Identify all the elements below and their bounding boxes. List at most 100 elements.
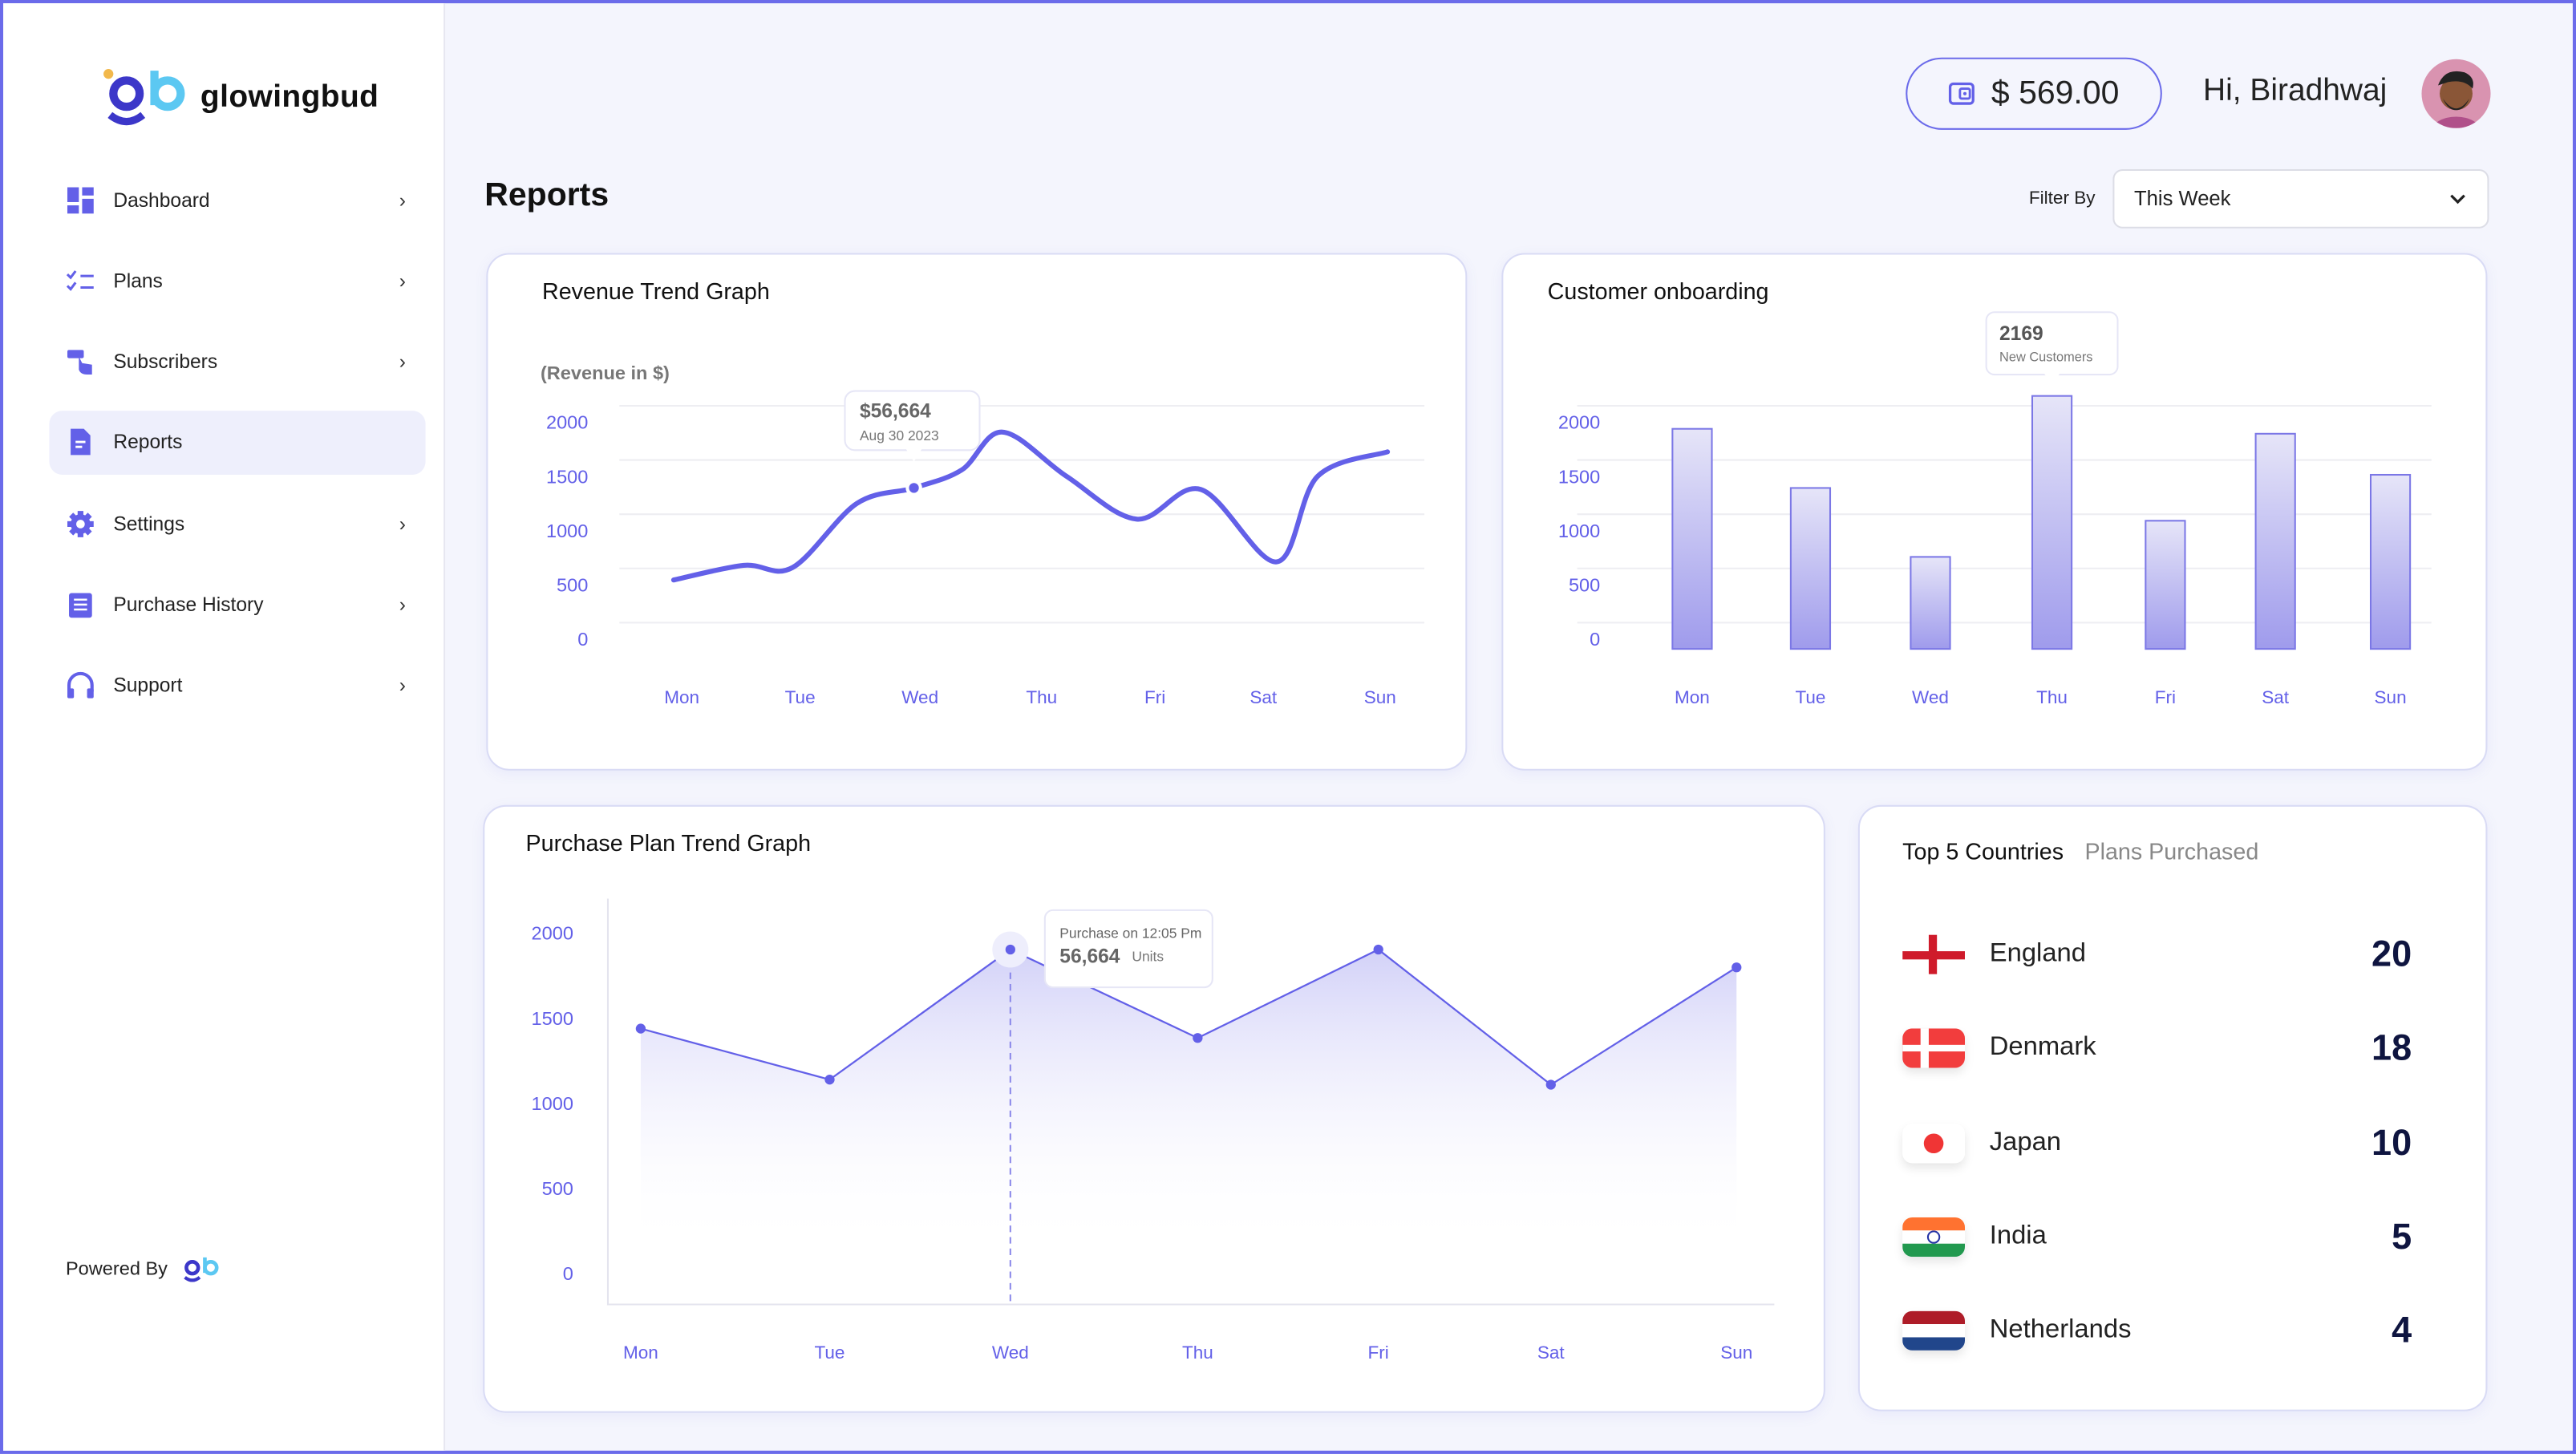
tooltip-pointer	[2043, 373, 2060, 385]
bar	[1789, 487, 1832, 650]
tooltip-unit: Units	[1132, 948, 1164, 964]
tooltip-value: 56,664	[1059, 946, 1120, 967]
country-row: Japan 10	[1902, 1110, 2412, 1176]
india-flag-icon	[1902, 1217, 1966, 1257]
gear-icon	[66, 508, 95, 538]
sidebar: glowingbud Dashboard › Plans › Subscribers › R…	[3, 3, 446, 1451]
chevron-right-icon: ›	[399, 512, 406, 536]
x-tick-label: Mon	[1675, 687, 1710, 707]
sidebar-item-label: Settings	[113, 512, 185, 536]
headphones-icon	[66, 670, 95, 700]
wallet-balance-button[interactable]: $ 569.00	[1906, 57, 2162, 130]
data-point	[1545, 1079, 1556, 1090]
y-axis-label: (Revenue in $)	[541, 362, 670, 383]
brand-logo[interactable]: glowingbud	[102, 66, 379, 132]
country-row: Netherlands 4	[1902, 1298, 2412, 1364]
purchase-plan-card: Purchase Plan Trend Graph 2000 1500 1000 50…	[483, 804, 1825, 1413]
customer-onboarding-card: Customer onboarding 2000 1500 1000 500 0 Mon T…	[1501, 253, 2488, 771]
chevron-right-icon: ›	[399, 593, 406, 617]
x-tick-label: Fri	[2155, 687, 2176, 707]
tooltip-value: $56,664	[860, 400, 931, 422]
y-tick-label: 2000	[1558, 412, 1600, 433]
sidebar-item-label: Purchase History	[113, 593, 264, 617]
data-point	[909, 483, 919, 493]
sidebar-item-label: Plans	[113, 269, 163, 293]
y-tick-label: 500	[1569, 574, 1600, 595]
x-tick-label: Thu	[1182, 1343, 1213, 1363]
y-tick-label: 1500	[532, 1008, 573, 1029]
glowingbud-logo-icon	[103, 69, 185, 126]
y-tick-label: 1500	[546, 466, 588, 487]
tooltip-value: 2169	[1999, 323, 2043, 345]
chevron-right-icon: ›	[399, 674, 406, 698]
card-title: Purchase Plan Trend Graph	[525, 829, 812, 857]
dashboard-icon	[66, 184, 95, 214]
receipt-icon	[66, 589, 95, 619]
filter-value: This Week	[2134, 187, 2231, 211]
country-name: England	[1989, 939, 2087, 968]
sidebar-item-subscribers[interactable]: Subscribers ›	[49, 330, 425, 394]
x-tick-label: Thu	[2036, 687, 2068, 707]
y-tick-label: 500	[557, 574, 588, 595]
avatar-image	[2432, 71, 2481, 128]
sidebar-item-support[interactable]: Support ›	[49, 654, 425, 718]
chevron-down-icon	[2450, 194, 2465, 205]
wallet-icon	[1949, 82, 1975, 105]
bar	[2145, 520, 2186, 650]
tooltip-pointer	[905, 448, 922, 462]
data-point	[635, 1023, 646, 1034]
card-title: Revenue Trend Graph	[542, 277, 770, 304]
x-tick-label: Wed	[901, 687, 938, 707]
glowingbud-small-logo-icon	[184, 1257, 219, 1282]
sidebar-item-label: Subscribers	[113, 350, 218, 374]
japan-flag-icon	[1902, 1123, 1966, 1163]
brand-name: glowingbud	[200, 80, 379, 115]
filter-dropdown[interactable]: This Week	[2112, 168, 2489, 229]
purchase-area-chart: 2000 1500 1000 500 0 Mon Tue Wed Thu Fri Sat Sun Pur…	[532, 898, 1775, 1363]
y-tick-label: 1000	[532, 1093, 573, 1114]
y-tick-label: 0	[563, 1263, 573, 1284]
revenue-line-chart: (Revenue in $) 2000 1500 1000 500 0 Mon Tue Wed T…	[541, 362, 1425, 707]
bar	[2369, 473, 2412, 650]
powered-by-label: Powered By	[65, 1260, 168, 1280]
sidebar-item-settings[interactable]: Settings ›	[49, 492, 425, 556]
country-name: India	[1989, 1221, 2047, 1250]
subscribers-icon	[66, 346, 95, 376]
y-tick-label: 2000	[532, 923, 573, 944]
country-row: England 20	[1902, 921, 2412, 987]
chevron-right-icon: ›	[399, 350, 406, 374]
tooltip-label: Purchase on 12:05 Pm	[1059, 925, 1201, 942]
revenue-trend-card: Revenue Trend Graph (Revenue in $) 2000 15…	[486, 253, 1468, 771]
country-value: 10	[2371, 1121, 2412, 1163]
sidebar-item-reports[interactable]: Reports	[49, 410, 426, 475]
sidebar-item-label: Reports	[113, 431, 183, 455]
balance-amount: $ 569.00	[1991, 75, 2120, 111]
y-tick-label: 0	[577, 629, 588, 650]
x-tick-label: Sat	[2262, 687, 2290, 707]
tooltip-label: New Customers	[1999, 350, 2092, 365]
country-value: 18	[2371, 1027, 2412, 1069]
x-tick-label: Tue	[785, 687, 816, 707]
sidebar-item-plans[interactable]: Plans ›	[49, 249, 425, 313]
area-fill	[640, 949, 1737, 1250]
denmark-flag-icon	[1902, 1028, 1966, 1069]
top-countries-card: Top 5 Countries Plans Purchased England 2…	[1857, 804, 2488, 1411]
sidebar-item-label: Support	[113, 674, 183, 698]
sidebar-item-purchase-history[interactable]: Purchase History ›	[49, 573, 425, 637]
sidebar-item-dashboard[interactable]: Dashboard ›	[49, 168, 425, 232]
avatar[interactable]	[2421, 59, 2491, 128]
x-tick-label: Tue	[815, 1343, 845, 1363]
x-tick-label: Thu	[1026, 687, 1057, 707]
country-value: 20	[2371, 933, 2412, 974]
page-title: Reports	[484, 177, 610, 214]
bar	[1910, 556, 1951, 650]
x-tick-label: Sun	[1364, 687, 1396, 707]
country-row: India 5	[1902, 1204, 2412, 1270]
chevron-right-icon: ›	[399, 269, 406, 293]
countries-subtitle: Plans Purchased	[2084, 837, 2259, 865]
greeting: Hi, Biradhwaj	[2203, 74, 2388, 109]
powered-by: Powered By	[66, 1255, 221, 1285]
y-tick-label: 1000	[546, 520, 588, 541]
sidebar-item-label: Dashboard	[113, 188, 210, 212]
